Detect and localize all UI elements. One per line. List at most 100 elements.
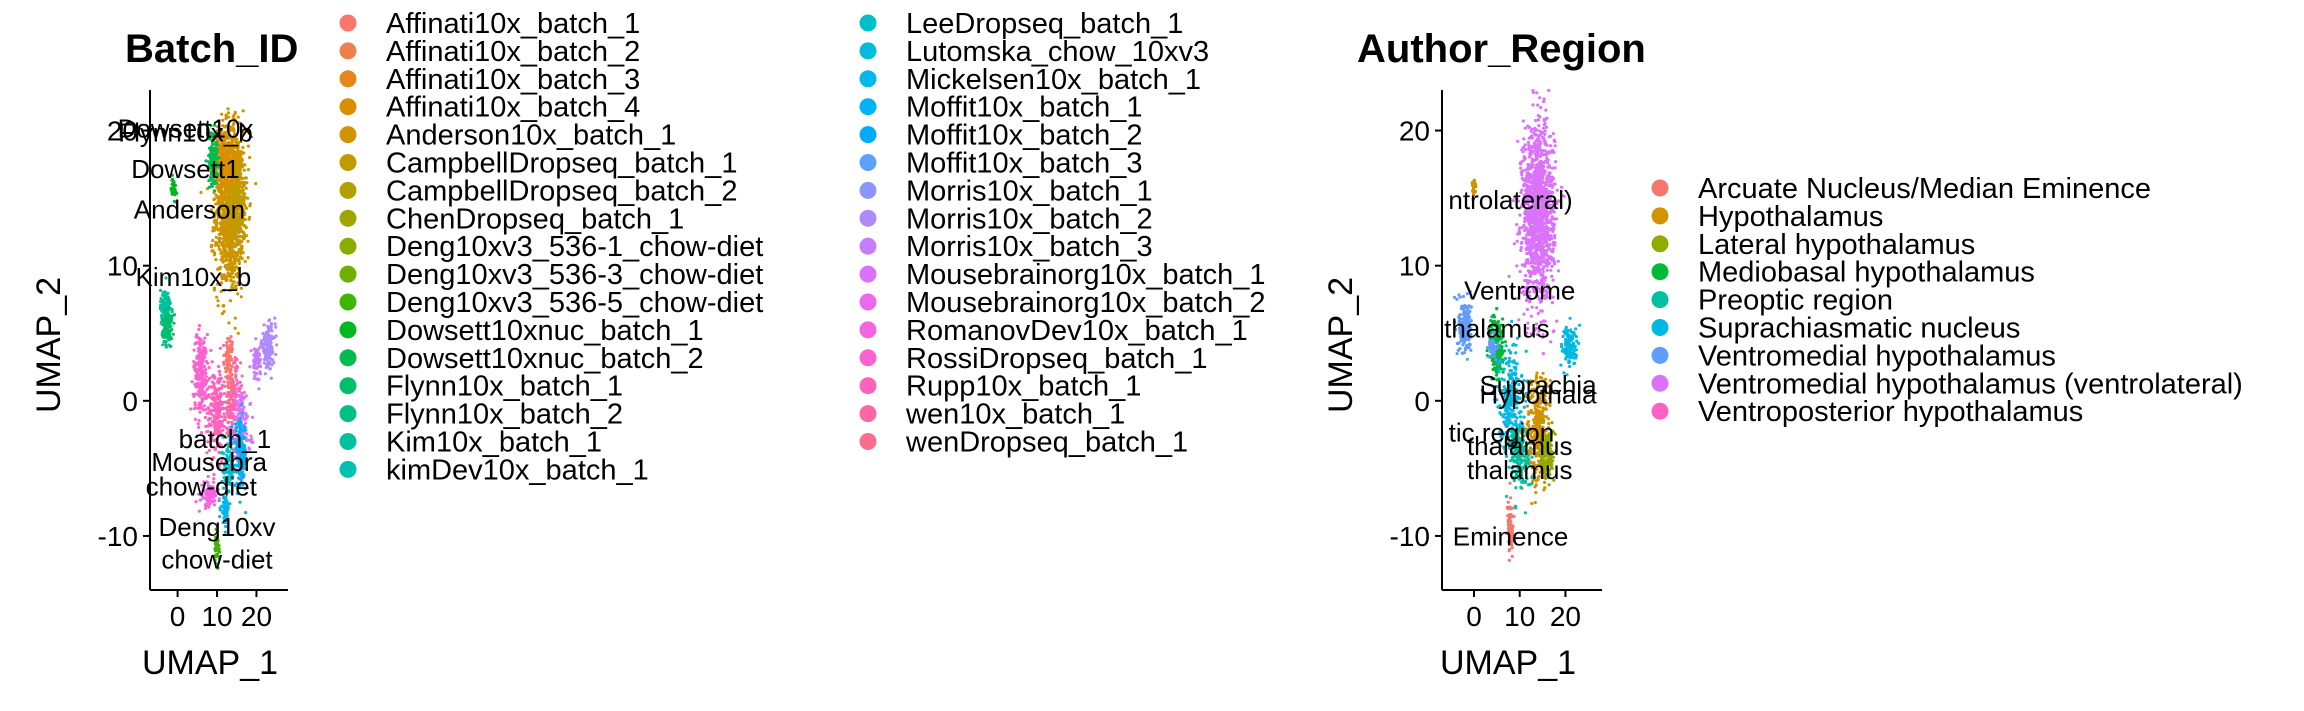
- point: [1536, 103, 1540, 107]
- legend-swatch: [859, 209, 877, 227]
- point: [219, 451, 223, 455]
- point: [237, 258, 241, 262]
- point: [222, 154, 226, 158]
- point: [233, 316, 237, 320]
- point: [225, 242, 229, 246]
- point: [1545, 179, 1549, 183]
- point: [266, 335, 270, 339]
- point: [203, 506, 208, 510]
- batch-id-y-label: UMAP_2: [30, 277, 68, 413]
- point: [219, 236, 223, 240]
- point: [1529, 218, 1533, 222]
- point: [232, 440, 236, 444]
- point: [226, 377, 230, 381]
- point: [231, 407, 235, 411]
- point: [230, 365, 234, 369]
- point: [270, 350, 274, 354]
- point: [1548, 134, 1553, 138]
- point: [1542, 153, 1546, 157]
- point: [212, 395, 216, 399]
- point: [218, 401, 222, 405]
- point: [1552, 222, 1556, 227]
- legend-swatch: [859, 265, 877, 283]
- point: [215, 295, 219, 299]
- point: [220, 195, 224, 199]
- point: [214, 527, 218, 531]
- point: [233, 217, 237, 221]
- point: [219, 386, 224, 390]
- point: [229, 373, 233, 377]
- point: [258, 372, 263, 376]
- point: [259, 339, 263, 343]
- point: [214, 235, 218, 239]
- point: [240, 211, 244, 215]
- legend-label: CampbellDropseq_batch_1: [386, 148, 737, 180]
- point: [1531, 175, 1535, 179]
- point: [250, 437, 254, 441]
- point: [270, 336, 275, 340]
- point: [215, 157, 219, 161]
- point: [229, 279, 234, 283]
- point: [194, 500, 198, 504]
- point: [196, 422, 200, 426]
- point: [1546, 254, 1550, 258]
- point: [200, 431, 204, 435]
- point: [216, 426, 220, 430]
- point: [230, 425, 234, 429]
- point: [1541, 176, 1545, 180]
- point: [1534, 235, 1538, 239]
- point: [211, 432, 215, 436]
- point: [226, 115, 230, 119]
- point: [1525, 216, 1529, 220]
- point: [219, 138, 223, 142]
- point: [204, 368, 208, 372]
- point: [1523, 278, 1527, 283]
- point: [226, 144, 230, 148]
- point: [1537, 168, 1541, 172]
- point: [1542, 118, 1546, 122]
- point: [233, 144, 238, 148]
- point: [241, 434, 245, 438]
- cluster-3: [204, 123, 221, 193]
- point: [225, 367, 229, 371]
- point: [242, 473, 246, 477]
- point: [214, 404, 218, 408]
- point: [200, 483, 204, 487]
- point: [229, 382, 234, 386]
- point: [202, 408, 206, 412]
- point: [248, 365, 252, 369]
- point: [1527, 125, 1531, 129]
- point: [243, 429, 247, 433]
- point: [1551, 132, 1555, 136]
- point: [160, 313, 164, 318]
- point: [248, 402, 252, 406]
- point: [229, 454, 233, 458]
- point: [224, 222, 228, 226]
- point: [220, 159, 224, 163]
- point: [1541, 224, 1545, 228]
- point: [226, 350, 230, 354]
- point: [192, 407, 196, 411]
- point: [219, 186, 223, 190]
- point: [238, 427, 242, 431]
- point: [232, 113, 236, 118]
- point: [219, 165, 223, 170]
- y-tick-label: 0: [122, 386, 138, 417]
- y-tick-label: 20: [107, 116, 138, 147]
- point: [230, 140, 234, 144]
- point: [211, 175, 215, 179]
- point: [1526, 326, 1530, 330]
- point: [235, 204, 239, 208]
- point: [209, 348, 213, 352]
- point: [202, 348, 206, 353]
- point: [236, 115, 240, 119]
- legend-swatch: [859, 181, 877, 199]
- point: [203, 390, 207, 394]
- point: [219, 394, 223, 399]
- point: [1552, 259, 1556, 264]
- point: [192, 348, 196, 352]
- point: [214, 143, 218, 147]
- point: [1541, 180, 1545, 184]
- point: [213, 542, 217, 546]
- point: [241, 411, 245, 415]
